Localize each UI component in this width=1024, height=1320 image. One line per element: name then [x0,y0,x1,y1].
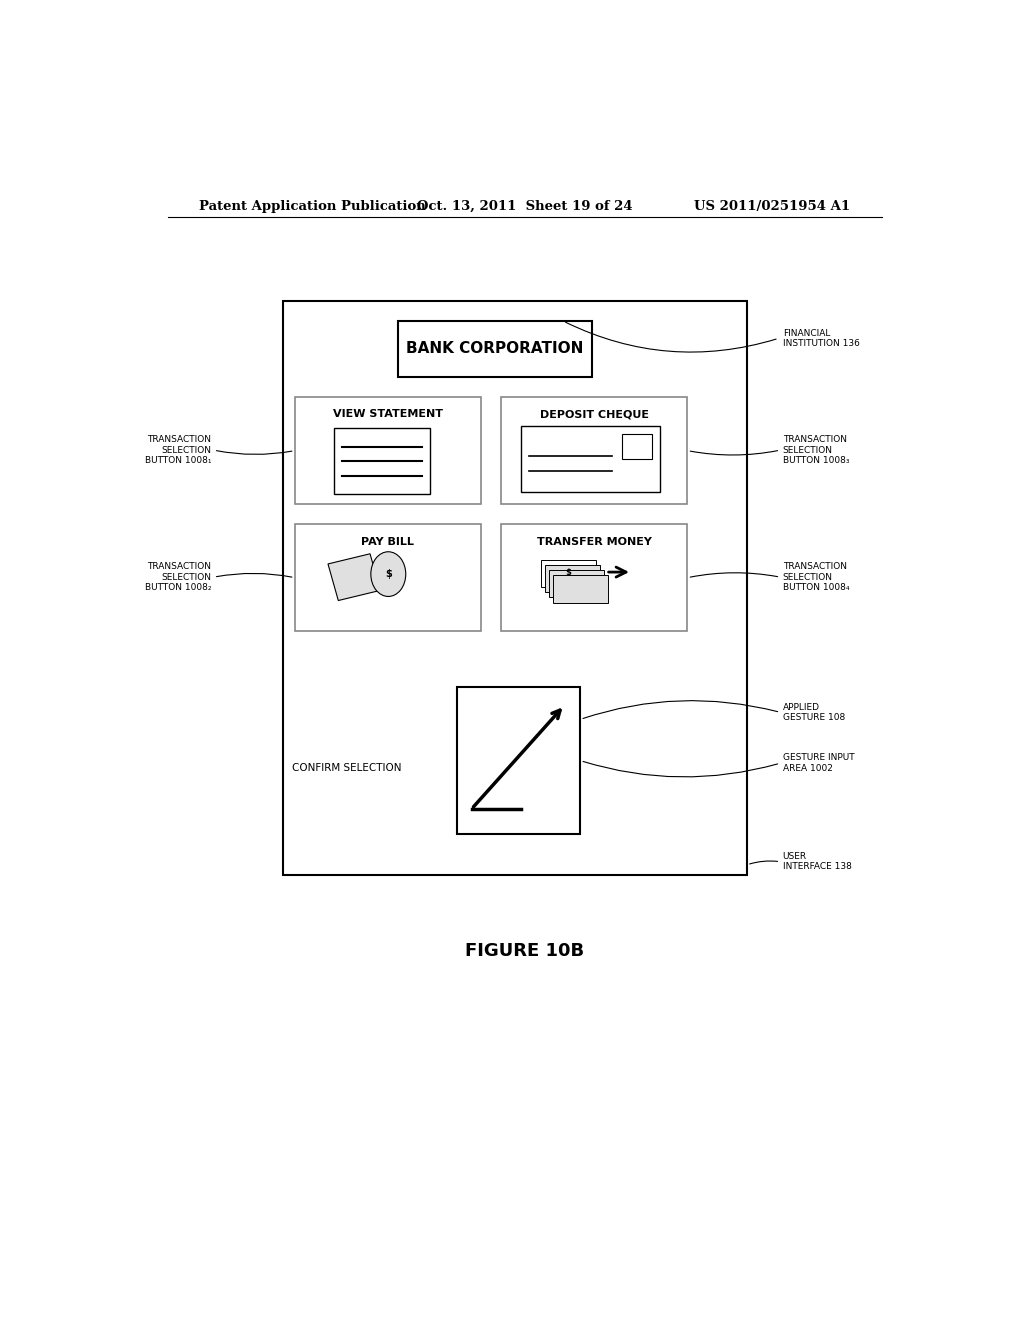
Bar [458,686,581,834]
Bar [501,524,687,631]
Text: TRANSACTION
SELECTION
BUTTON 1008₃: TRANSACTION SELECTION BUTTON 1008₃ [782,436,849,465]
Bar [397,321,592,378]
Bar [295,524,481,631]
Bar [521,426,659,492]
Text: $: $ [565,568,571,577]
Bar [622,434,651,459]
Polygon shape [541,560,596,587]
Circle shape [371,552,406,597]
Bar [295,397,481,504]
Polygon shape [549,570,604,598]
Text: DEPOSIT CHEQUE: DEPOSIT CHEQUE [540,409,649,420]
Bar [501,397,687,504]
Text: TRANSACTION
SELECTION
BUTTON 1008₁: TRANSACTION SELECTION BUTTON 1008₁ [144,436,211,465]
Text: FINANCIAL
INSTITUTION 136: FINANCIAL INSTITUTION 136 [782,329,859,348]
Text: Patent Application Publication: Patent Application Publication [200,199,426,213]
Bar [283,301,748,875]
Bar [334,428,430,494]
Text: US 2011/0251954 A1: US 2011/0251954 A1 [694,199,850,213]
Polygon shape [328,554,380,601]
Text: TRANSACTION
SELECTION
BUTTON 1008₂: TRANSACTION SELECTION BUTTON 1008₂ [144,562,211,593]
Text: Oct. 13, 2011  Sheet 19 of 24: Oct. 13, 2011 Sheet 19 of 24 [417,199,633,213]
Text: VIEW STATEMENT: VIEW STATEMENT [333,409,443,420]
Text: PAY BILL: PAY BILL [361,536,415,546]
Polygon shape [545,565,600,593]
Text: USER
INTERFACE 138: USER INTERFACE 138 [782,851,852,871]
Text: TRANSACTION
SELECTION
BUTTON 1008₄: TRANSACTION SELECTION BUTTON 1008₄ [782,562,849,593]
Text: APPLIED
GESTURE 108: APPLIED GESTURE 108 [782,702,845,722]
Text: FIGURE 10B: FIGURE 10B [465,942,585,960]
Polygon shape [553,576,608,602]
Text: GESTURE INPUT
AREA 1002: GESTURE INPUT AREA 1002 [782,754,854,772]
Text: CONFIRM SELECTION: CONFIRM SELECTION [292,763,401,774]
Text: TRANSFER MONEY: TRANSFER MONEY [537,536,651,546]
Text: $: $ [385,569,391,579]
Text: BANK CORPORATION: BANK CORPORATION [407,342,584,356]
